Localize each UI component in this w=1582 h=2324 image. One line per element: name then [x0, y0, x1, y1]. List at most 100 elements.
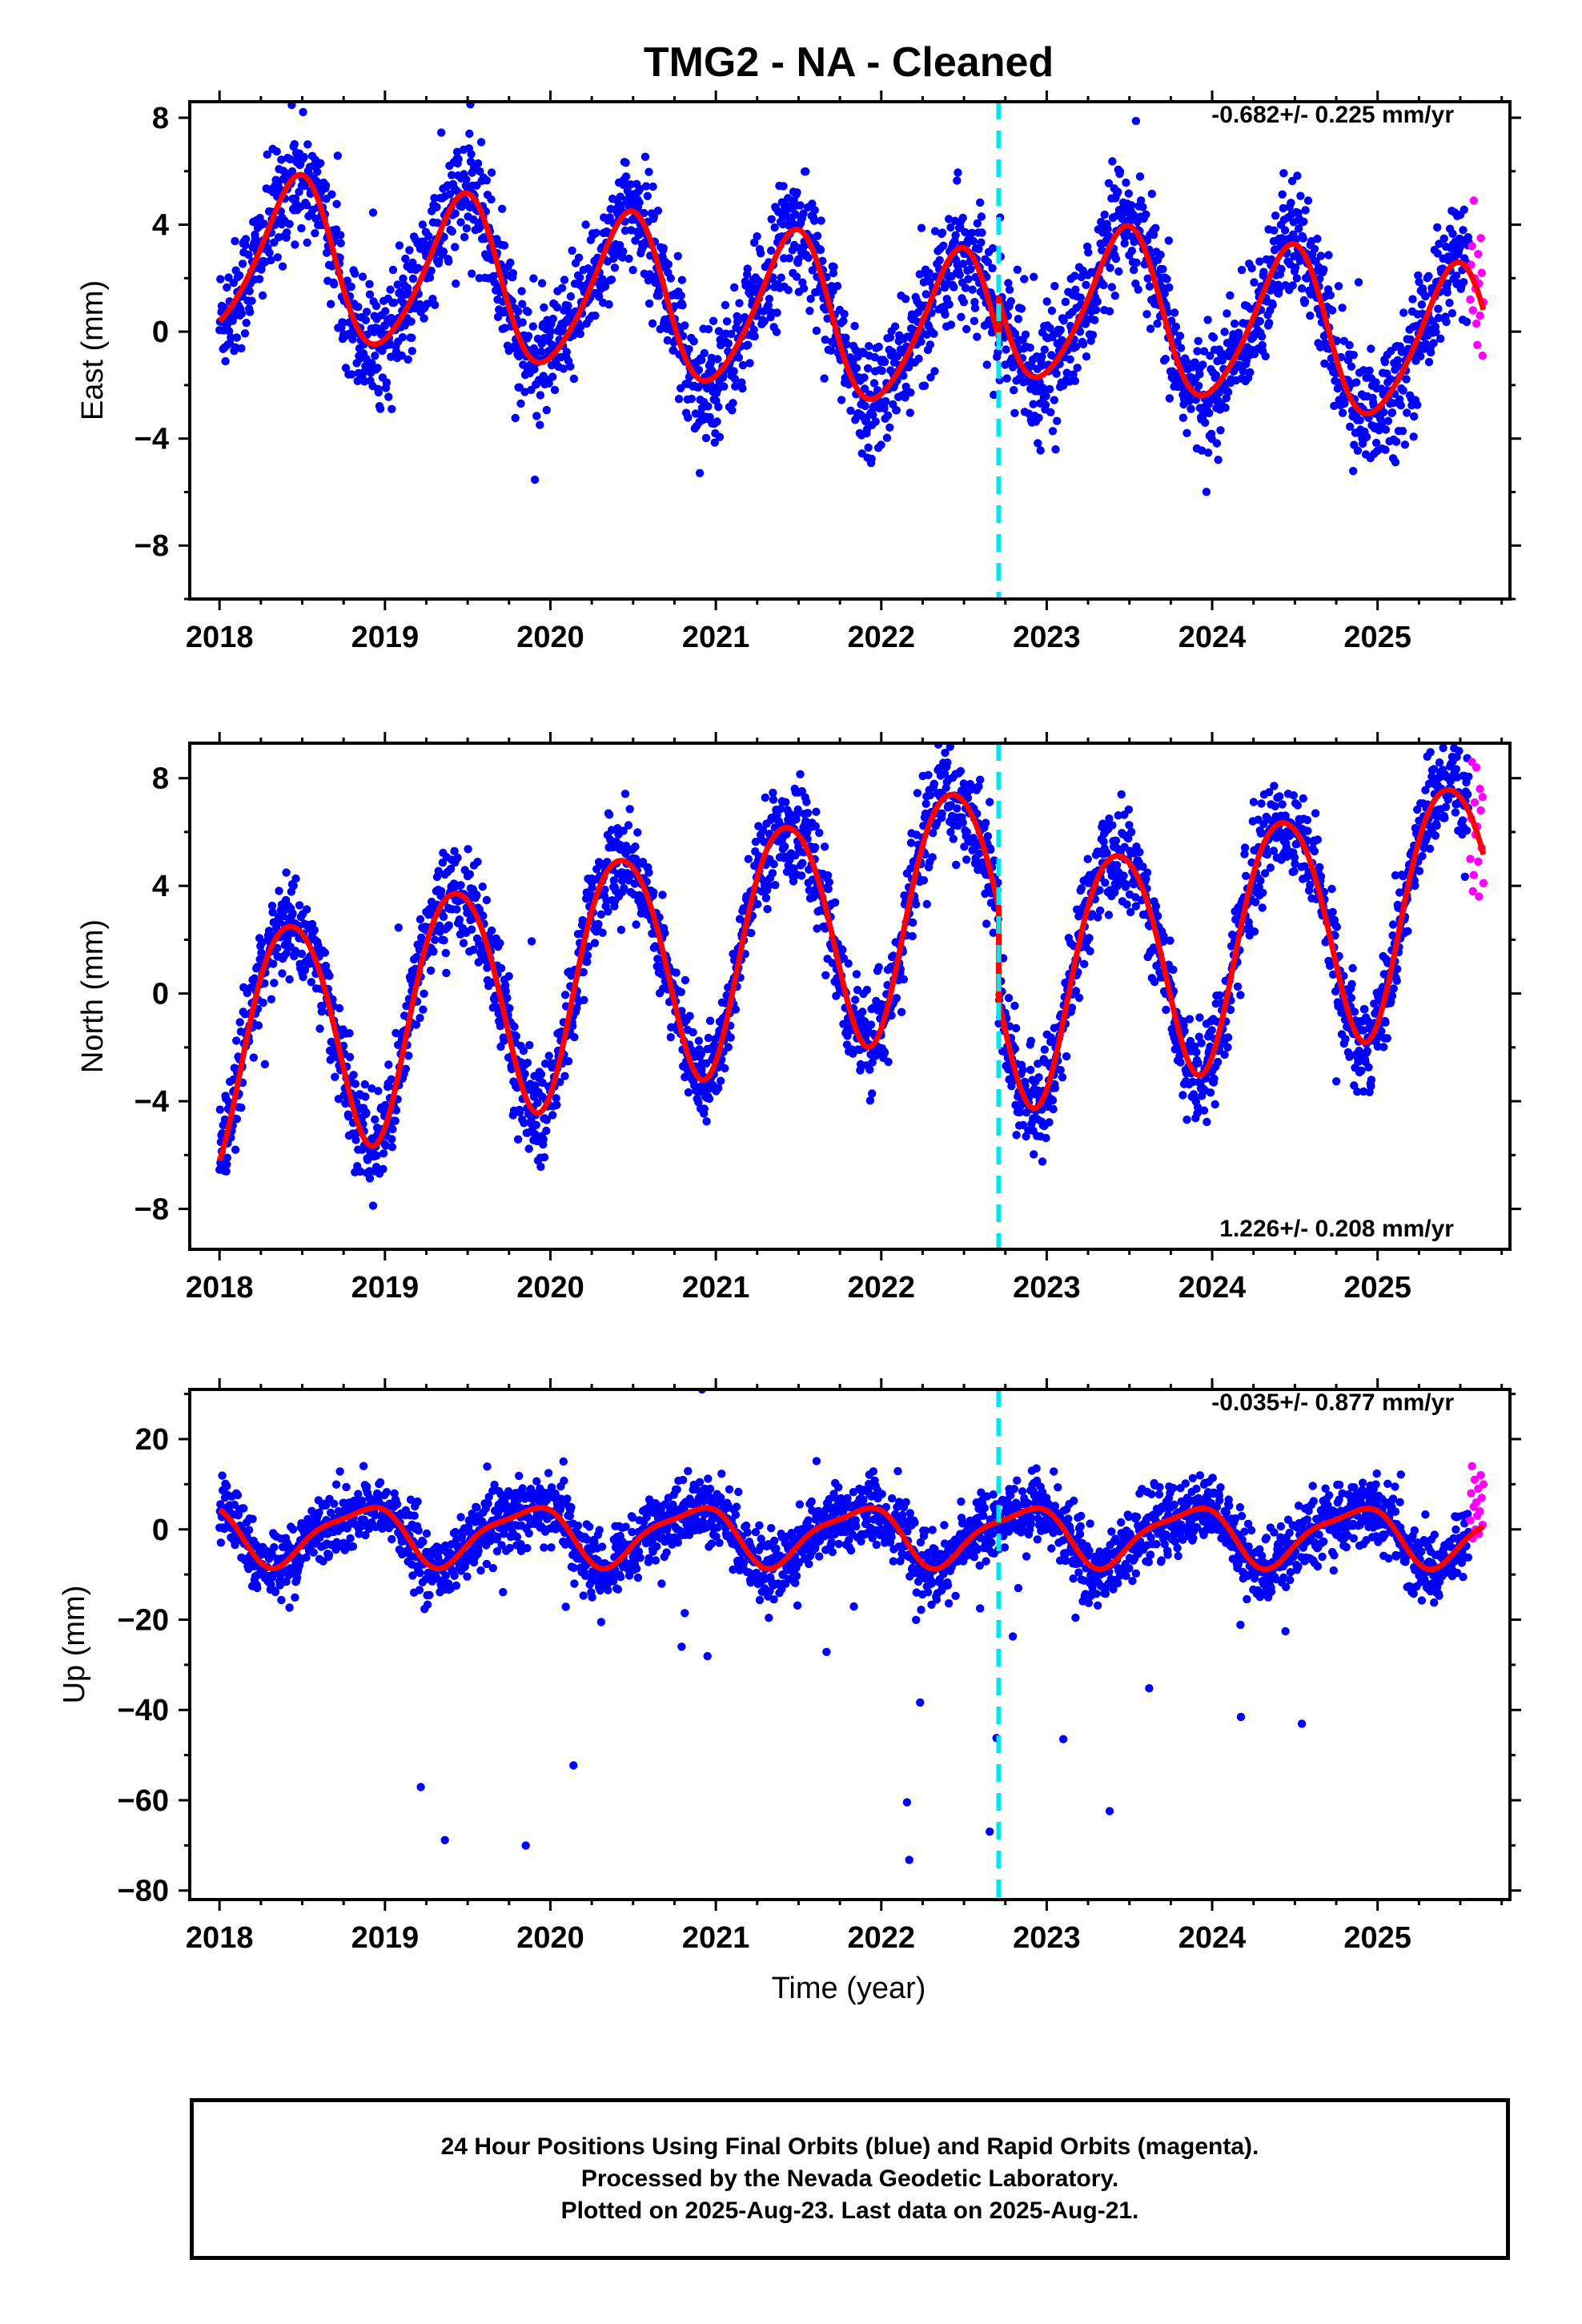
east-point: [354, 303, 363, 312]
north-point: [291, 874, 300, 883]
east-point: [341, 364, 351, 372]
east-point: [770, 223, 779, 232]
east-point: [1386, 375, 1395, 384]
east-point: [701, 433, 711, 443]
east-point: [291, 240, 299, 249]
east-point: [388, 265, 398, 275]
east-point: [527, 385, 536, 394]
north-point: [952, 860, 961, 870]
east-point: [1161, 355, 1170, 364]
east-point: [619, 247, 628, 256]
east-point: [365, 279, 374, 288]
north-point: [1153, 911, 1162, 921]
east-point: [1047, 306, 1057, 316]
east-point: [745, 359, 754, 368]
east-point: [729, 367, 738, 376]
east-point: [1338, 408, 1347, 417]
east-rapid-point: [1476, 311, 1484, 320]
east-point: [1399, 386, 1407, 395]
east-point: [1239, 367, 1248, 376]
east-point: [365, 290, 375, 299]
north-point: [598, 928, 607, 938]
north-point: [254, 1021, 263, 1030]
east-point: [398, 333, 408, 342]
east-point: [375, 404, 385, 413]
north-point: [578, 915, 587, 925]
east-point: [1131, 116, 1141, 126]
east-point: [397, 351, 406, 360]
east-point: [765, 295, 774, 304]
east-point: [687, 394, 697, 404]
north-point: [1101, 879, 1110, 887]
north-point: [825, 878, 834, 887]
east-point: [1445, 299, 1454, 308]
east-rapid-point: [1468, 306, 1477, 315]
north-point: [596, 910, 606, 919]
east-point: [926, 340, 935, 349]
north-point: [809, 893, 818, 902]
east-point: [744, 340, 753, 349]
east-point: [1084, 248, 1093, 257]
east-point: [826, 346, 836, 355]
east-point: [784, 286, 793, 295]
east-point: [290, 139, 299, 149]
east-point: [433, 219, 442, 227]
east-point: [1313, 235, 1322, 243]
east-point: [401, 254, 410, 263]
north-point: [431, 935, 440, 944]
east-point: [1070, 376, 1080, 385]
east-point: [445, 190, 455, 199]
east-point: [1046, 324, 1054, 332]
east-point: [695, 468, 705, 477]
east-point: [750, 332, 759, 341]
north-point: [371, 1115, 379, 1124]
east-point: [640, 238, 649, 247]
north-point: [851, 995, 860, 1004]
east-point: [462, 224, 472, 233]
east-point: [386, 285, 395, 294]
east-point: [714, 402, 723, 412]
east-point: [1056, 325, 1065, 335]
east-point: [950, 283, 958, 292]
north-point: [232, 1036, 241, 1045]
east-point: [1114, 267, 1123, 276]
north-point: [796, 770, 805, 778]
east-x-tick-label: 2018: [186, 621, 254, 654]
north-point: [538, 1078, 547, 1088]
east-point: [926, 277, 934, 286]
east-point: [1349, 351, 1359, 360]
north-point: [1122, 880, 1131, 889]
east-point: [263, 150, 271, 159]
north-point: [616, 925, 626, 935]
north-point: [705, 1016, 715, 1025]
east-point: [1127, 247, 1137, 255]
east-point: [482, 176, 492, 185]
north-point: [527, 937, 536, 946]
north-point: [761, 894, 771, 903]
north-point: [924, 770, 933, 779]
east-point: [849, 357, 857, 367]
north-point: [520, 1069, 529, 1079]
east-point: [327, 190, 336, 199]
north-point: [974, 782, 983, 791]
north-point: [267, 995, 276, 1004]
east-point: [753, 232, 761, 241]
north-point: [479, 911, 488, 920]
north-point: [1095, 886, 1104, 895]
east-point: [594, 292, 604, 301]
east-point: [389, 298, 399, 308]
east-point: [569, 374, 579, 384]
north-point: [540, 1153, 549, 1162]
east-point: [552, 303, 562, 312]
north-point: [953, 804, 962, 813]
east-point: [885, 423, 894, 432]
north-point: [223, 1160, 231, 1169]
north-point: [268, 908, 277, 917]
east-point: [1433, 249, 1442, 258]
east-point: [883, 411, 893, 420]
east-point: [1156, 251, 1165, 259]
north-point: [533, 1099, 542, 1108]
east-point: [498, 204, 507, 213]
east-point: [1365, 366, 1374, 375]
east-point: [628, 266, 637, 275]
